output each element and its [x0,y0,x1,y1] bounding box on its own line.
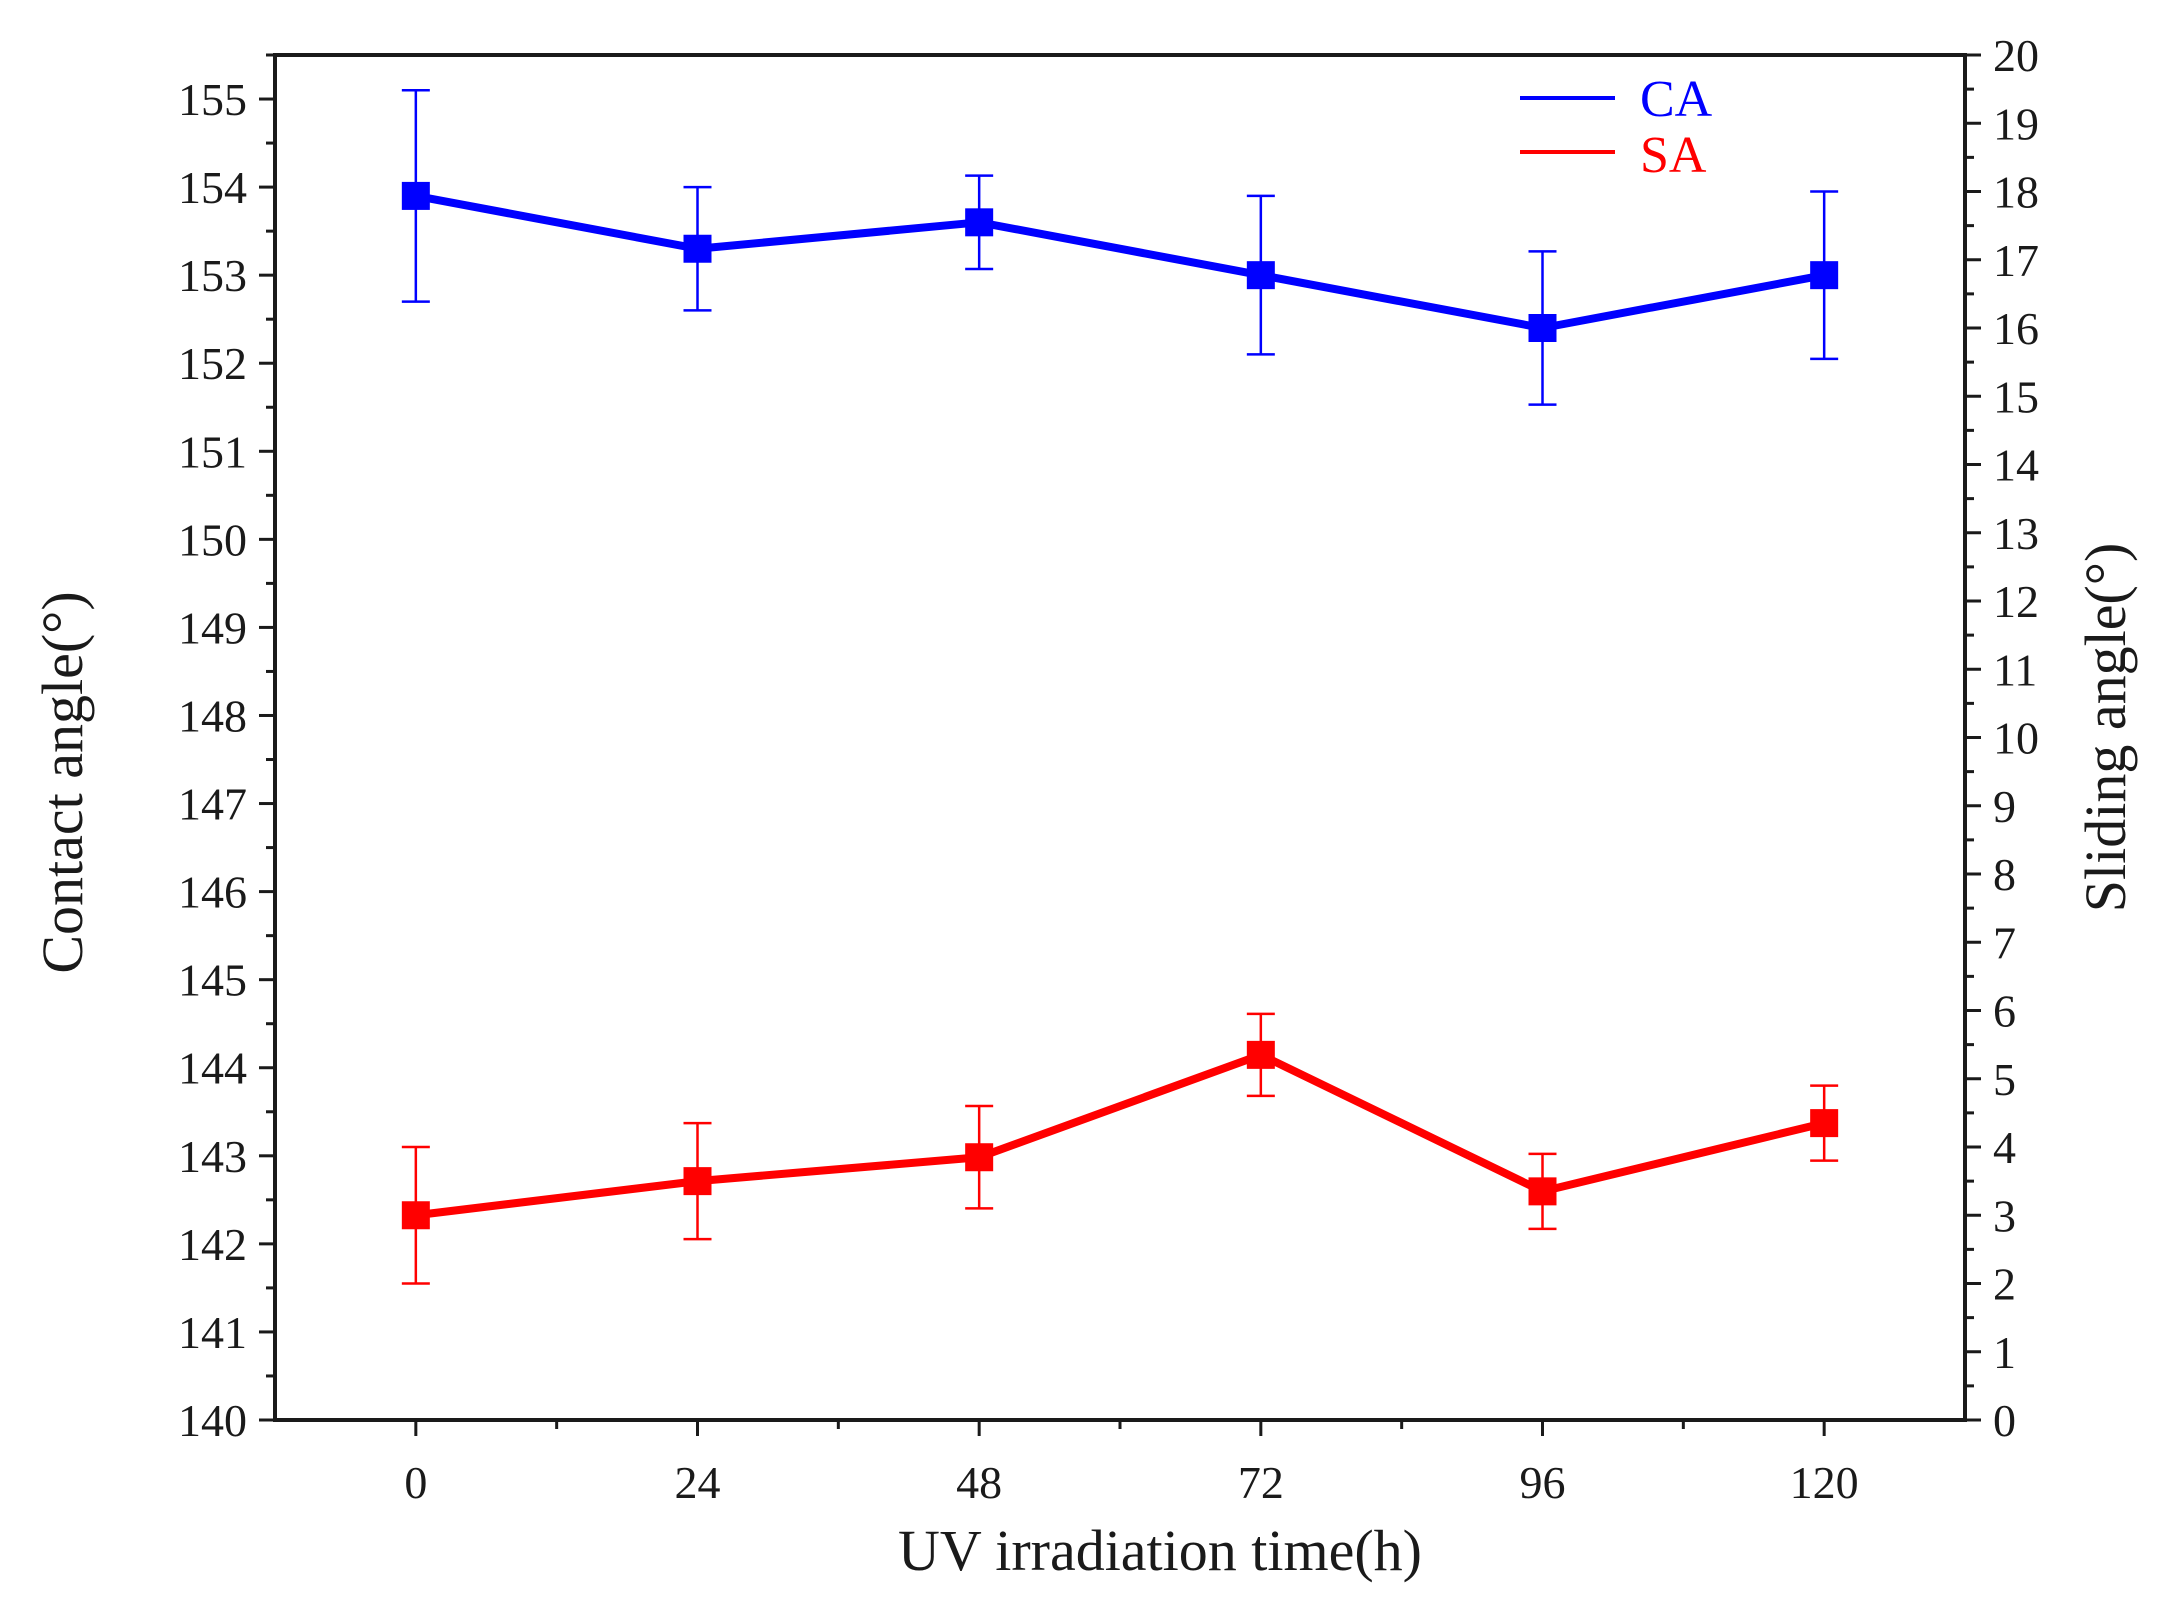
left-tick-label: 152 [178,338,247,389]
right-tick-label: 11 [1993,644,2037,695]
right-tick-label: 1 [1993,1327,2016,1378]
left-tick-label: 144 [178,1043,247,1094]
ca-point [401,181,430,210]
sa-point [401,1201,430,1230]
x-tick-label: 96 [1520,1457,1566,1508]
ca-point [965,208,994,237]
ca-line [415,191,1825,332]
left-tick-label: 141 [178,1307,247,1358]
series-ca [401,88,1839,406]
tick-marks [259,53,1981,1436]
right-tick-label: 13 [1993,508,2039,559]
left-tick-label: 150 [178,514,247,565]
legend-ca-label: CA [1640,71,1713,128]
sa-line [415,1050,1826,1220]
left-tick-label: 153 [178,250,247,301]
legend: CA SA [1520,71,1713,184]
right-tick-label: 7 [1993,917,2016,968]
right-tick-label: 3 [1993,1190,2016,1241]
right-tick-label: 6 [1993,986,2016,1037]
series-sa [401,1012,1839,1285]
right-tick-label: 19 [1993,98,2039,149]
ca-point [1246,261,1275,290]
right-tick-label: 5 [1993,1054,2016,1105]
right-tick-label: 10 [1993,713,2039,764]
right-tick-label: 17 [1993,235,2039,286]
right-tick-label: 9 [1993,781,2016,832]
y-axis-left-label: Contact angle(°) [30,591,95,973]
sa-point [965,1143,994,1172]
right-tick-label: 16 [1993,303,2039,354]
right-tick-label: 20 [1993,30,2039,81]
x-tick-label: 48 [956,1457,1002,1508]
left-tick-label: 151 [178,426,247,477]
left-tick-label: 148 [178,690,247,741]
x-tick-label: 72 [1238,1457,1284,1508]
plot-frame [273,53,1967,1422]
left-tick-label: 147 [178,779,247,830]
sa-point [683,1167,712,1196]
left-axis-tick-labels: 140 141 142 143 144 145 146 147 148 149 150 151 152 1… [178,74,247,1446]
x-tick-label: 120 [1790,1457,1859,1508]
ca-point [683,234,712,263]
x-tick-label: 24 [675,1457,721,1508]
legend-sa-label: SA [1640,127,1707,184]
sa-point [1810,1109,1839,1138]
ca-point [1528,314,1557,342]
right-tick-label: 12 [1993,576,2039,627]
ca-point [1810,261,1839,290]
sa-point [1528,1177,1557,1206]
right-tick-label: 0 [1993,1395,2016,1446]
left-tick-label: 145 [178,955,247,1006]
left-tick-label: 146 [178,867,247,918]
left-tick-label: 143 [178,1131,247,1182]
x-axis-label: UV irradiation time(h) [898,1518,1422,1583]
right-tick-label: 4 [1993,1122,2016,1173]
right-tick-label: 2 [1993,1259,2016,1310]
right-tick-label: 15 [1993,371,2039,422]
right-tick-label: 14 [1993,440,2039,491]
left-tick-label: 155 [178,74,247,125]
y-axis-right-label: Sliding angle(°) [2073,543,2138,913]
left-tick-label: 140 [178,1395,247,1446]
x-axis-tick-labels: 0 24 48 72 96 120 [404,1457,1858,1508]
left-tick-label: 154 [178,162,247,213]
series-layer [401,88,1839,1285]
sa-point [1246,1040,1275,1069]
left-tick-label: 149 [178,602,247,653]
x-tick-label: 0 [404,1457,427,1508]
right-tick-label: 8 [1993,849,2016,900]
left-tick-label: 142 [178,1219,247,1270]
right-tick-label: 18 [1993,167,2039,218]
